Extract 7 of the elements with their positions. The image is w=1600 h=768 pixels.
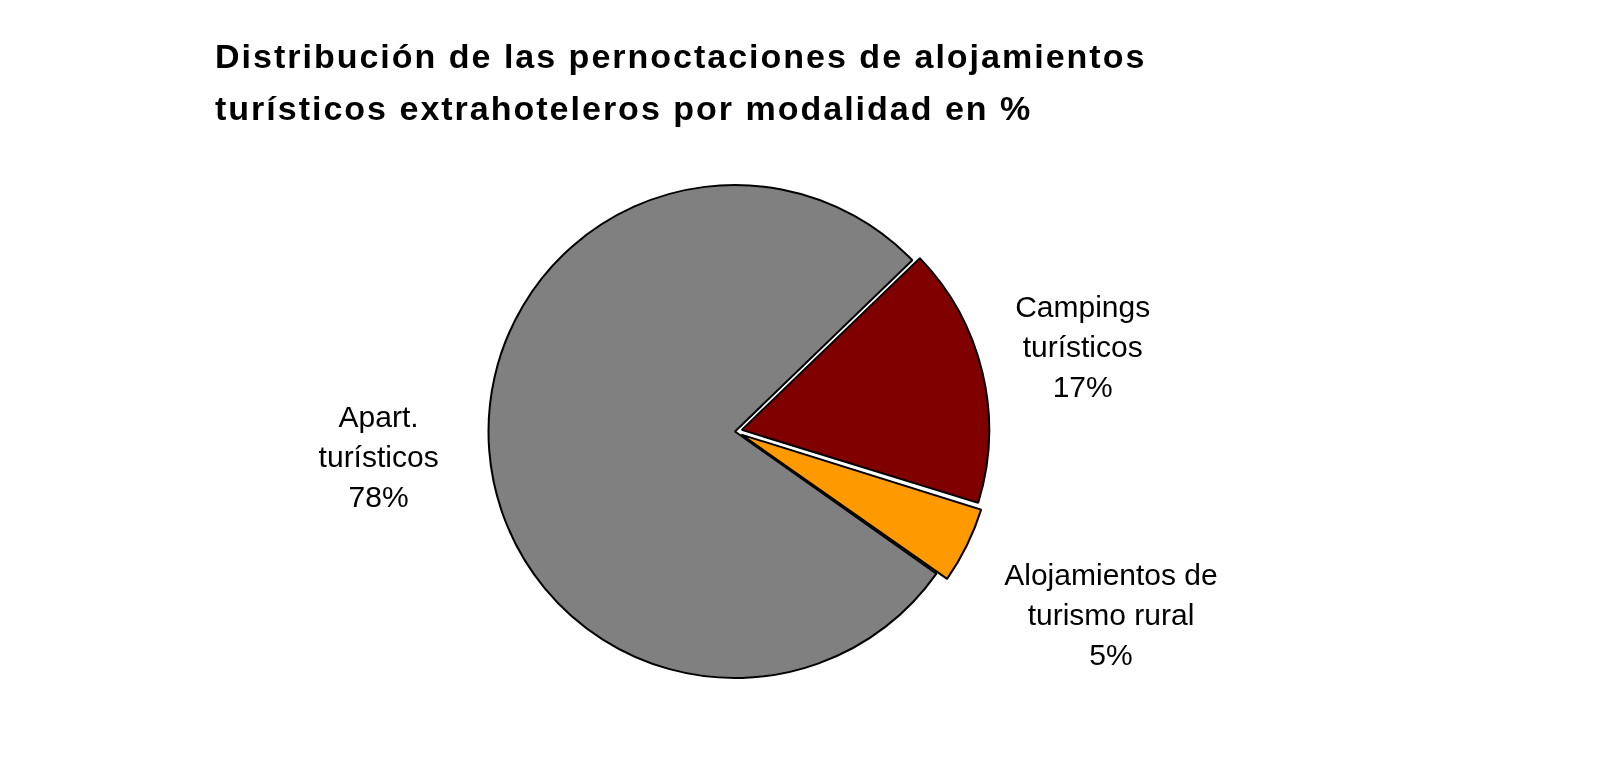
chart-title: Distribución de las pernoctaciones de alojamientos turísticos extrahoteleros por modalidad en % (215, 36, 1148, 129)
data-label: 5% (1089, 637, 1133, 671)
slice-label: Apart. turísticos (318, 400, 439, 474)
slice-label: Campings turísticos (1015, 289, 1151, 363)
slice-label: Alojamientos de turismo rural (1004, 557, 1218, 631)
data-label: 17% (1052, 369, 1113, 403)
data-label: 78% (348, 480, 409, 514)
